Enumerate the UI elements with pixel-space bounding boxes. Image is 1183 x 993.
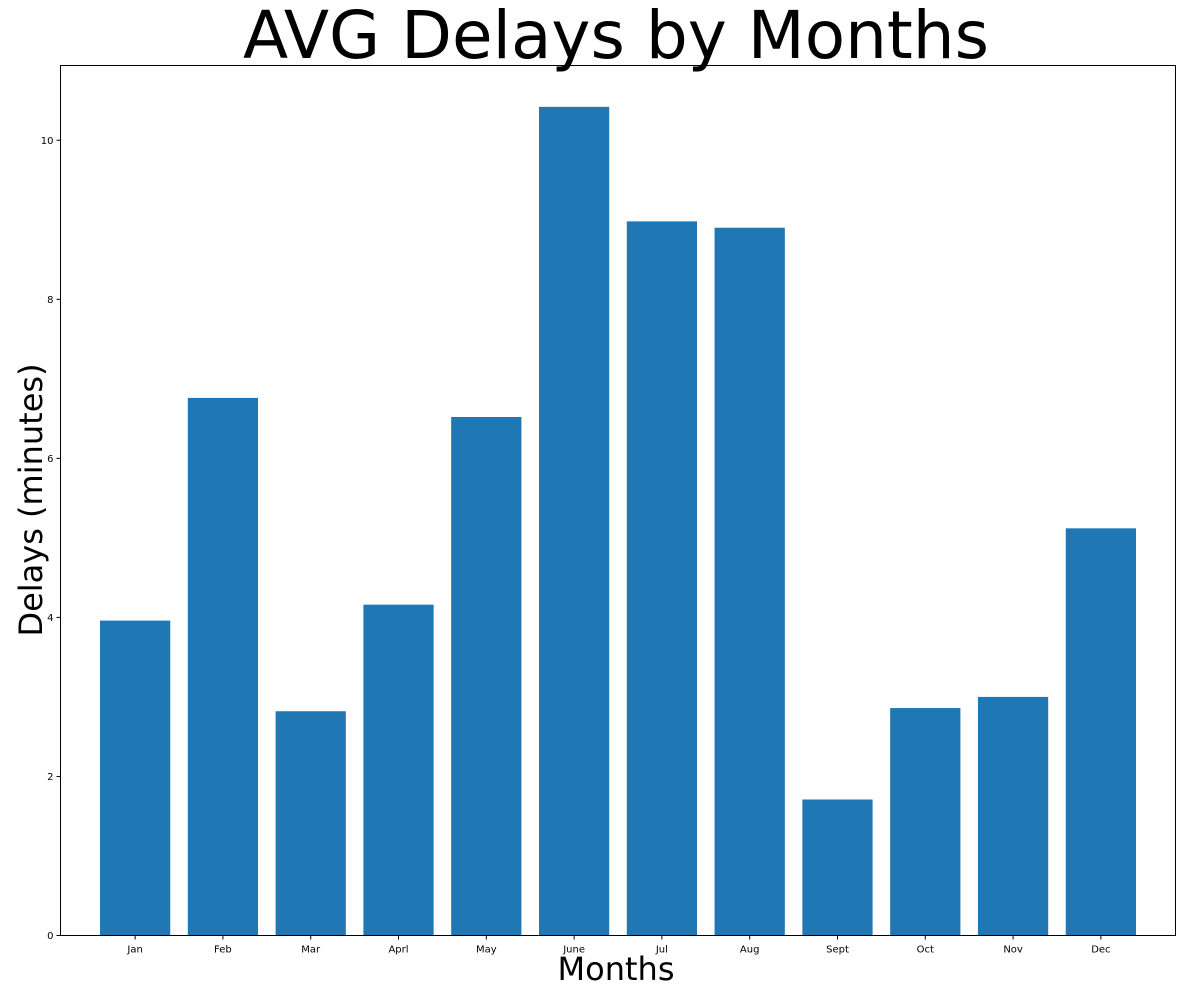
y-tick-label: 10 [41, 136, 54, 147]
bar-may [451, 416, 522, 936]
x-tick-label: Jul [655, 945, 668, 956]
x-tick-label: Sept [826, 945, 849, 956]
bar-feb [187, 397, 259, 936]
x-tick-label: Aug [740, 945, 760, 956]
bar-mar [275, 711, 346, 936]
x-tick-label: Mar [301, 945, 321, 956]
bar-aprl [363, 604, 434, 936]
y-tick-label: 6 [47, 454, 53, 465]
x-tick-label: May [476, 945, 497, 956]
bar-dec [1065, 528, 1136, 936]
bar-nov [977, 696, 1049, 936]
bar-june [538, 106, 610, 936]
x-axis-ticks: Jan Feb Mar Aprl May June Jul Aug Sept Oct Nov Dec [126, 935, 1111, 956]
x-axis-label: Months [558, 950, 675, 988]
x-tick-label: June [562, 945, 585, 956]
bars-group [100, 106, 1136, 936]
bar-oct [890, 708, 961, 936]
chart-title: AVG Delays by Months [243, 0, 989, 74]
bar-jul [626, 221, 698, 936]
x-tick-label: Oct [917, 945, 934, 956]
x-tick-label: Dec [1091, 945, 1110, 956]
plot-area-frame [60, 65, 1176, 936]
bar-jan [100, 620, 171, 936]
y-axis-ticks: 0 2 4 6 8 10 [41, 136, 61, 942]
x-tick-label: Aprl [388, 945, 408, 956]
x-tick-label: Jan [126, 945, 142, 956]
bar-sept [802, 799, 873, 936]
bar-aug [714, 227, 785, 936]
y-tick-label: 0 [47, 931, 53, 942]
y-tick-label: 4 [47, 613, 53, 624]
y-tick-label: 2 [47, 772, 53, 783]
y-axis-label: Delays (minutes) [12, 363, 50, 636]
y-tick-label: 8 [47, 295, 53, 306]
x-tick-label: Feb [214, 945, 232, 956]
x-tick-label: Nov [1003, 945, 1023, 956]
